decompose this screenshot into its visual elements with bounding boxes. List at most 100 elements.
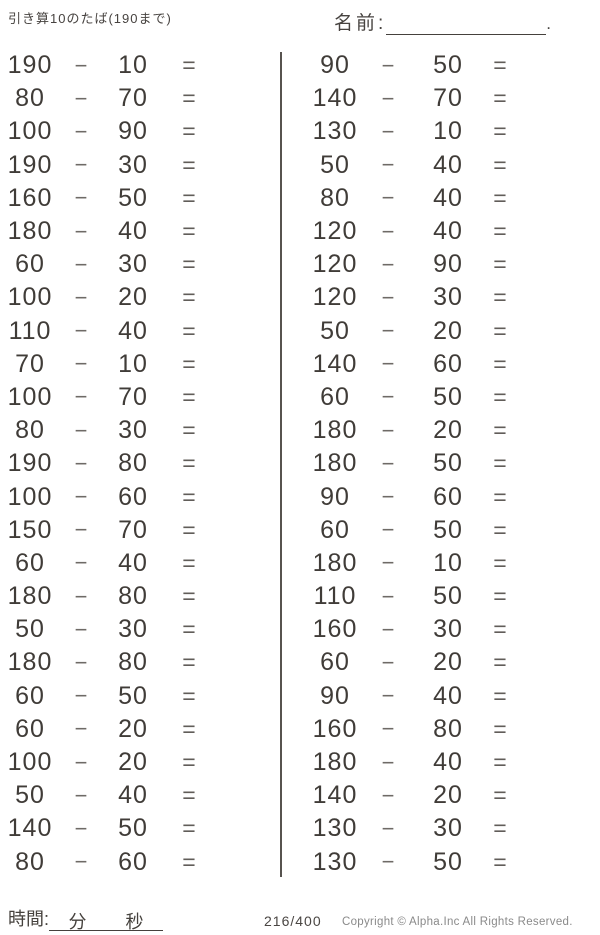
subtrahend: 10 [433, 117, 463, 146]
problems-column-left: 190−10 = 80−70 = 100−90 = 190−30 = 160−50 = 180−40… [0, 49, 280, 879]
equals-sign-icon: = [493, 417, 507, 444]
subtrahend: 60 [433, 482, 463, 511]
minus-sign-icon: − [381, 284, 395, 310]
subtrahend: 40 [118, 781, 148, 810]
minuend: 100 [7, 748, 53, 777]
equals-sign-icon: = [182, 483, 196, 510]
subtrahend: 80 [118, 582, 148, 611]
minuend: 100 [7, 382, 53, 411]
problem-row: 180− 10 = [305, 547, 585, 580]
minuend: 60 [15, 714, 45, 743]
equals-sign-icon: = [182, 52, 196, 79]
minuend: 180 [7, 582, 53, 611]
subtrahend: 60 [433, 349, 463, 378]
problem-row: 180− 50 = [305, 447, 585, 480]
equals-sign-icon: = [182, 417, 196, 444]
equals-sign-icon: = [493, 85, 507, 112]
problem-row: 50 − 40 = [305, 149, 585, 182]
equals-sign-icon: = [182, 782, 196, 809]
problem-row: 160− 50 = [0, 182, 280, 215]
minus-sign-icon: − [381, 185, 395, 211]
minuend: 140 [312, 84, 358, 113]
problem-row: 90 − 40 = [305, 680, 585, 713]
minuend: 80 [320, 183, 350, 212]
subtrahend: 30 [118, 250, 148, 279]
minuend: 50 [15, 615, 45, 644]
minus-sign-icon: − [74, 85, 88, 111]
column-divider [280, 52, 282, 877]
problem-row: 60 − 40 = [0, 547, 280, 580]
equals-sign-icon: = [493, 218, 507, 245]
problem-row: 160− 80 = [305, 713, 585, 746]
minus-sign-icon: − [381, 583, 395, 609]
equals-sign-icon: = [182, 749, 196, 776]
time-underline: 分秒 [49, 908, 164, 932]
subtrahend: 10 [118, 349, 148, 378]
subtrahend: 50 [118, 183, 148, 212]
minuend: 50 [320, 316, 350, 345]
equals-sign-icon: = [182, 350, 196, 377]
subtrahend: 20 [433, 648, 463, 677]
subtrahend: 50 [118, 814, 148, 843]
subtrahend: 40 [433, 217, 463, 246]
problem-row: 60 − 50 = [0, 680, 280, 713]
minus-sign-icon: − [381, 152, 395, 178]
equals-sign-icon: = [182, 848, 196, 875]
subtrahend: 20 [118, 748, 148, 777]
minus-sign-icon: − [74, 616, 88, 642]
subtrahend: 20 [118, 714, 148, 743]
subtrahend: 60 [118, 847, 148, 876]
problem-row: 190− 10 = [0, 49, 280, 82]
minutes-label: 分 [68, 912, 87, 932]
problem-row: 60 − 30 = [0, 248, 280, 281]
minus-sign-icon: − [381, 550, 395, 576]
subtrahend: 30 [118, 416, 148, 445]
subtrahend: 40 [433, 150, 463, 179]
minus-sign-icon: − [381, 251, 395, 277]
problem-row: 190− 80 = [0, 447, 280, 480]
equals-sign-icon: = [182, 118, 196, 145]
minuend: 120 [312, 283, 358, 312]
subtrahend: 20 [433, 316, 463, 345]
minus-sign-icon: − [74, 649, 88, 675]
minus-sign-icon: − [381, 782, 395, 808]
copyright-notice: Copyright © Alpha.Inc All Rights Reserve… [342, 916, 573, 928]
minuend: 70 [15, 349, 45, 378]
page-number: 216/400 [264, 913, 322, 929]
minuend: 180 [312, 416, 358, 445]
problem-row: 130− 30 = [305, 812, 585, 845]
minuend: 60 [15, 681, 45, 710]
minuend: 180 [7, 648, 53, 677]
equals-sign-icon: = [493, 815, 507, 842]
minus-sign-icon: − [74, 351, 88, 377]
equals-sign-icon: = [493, 616, 507, 643]
name-line-period: . [546, 14, 552, 33]
problem-row: 50 − 20 = [305, 315, 585, 348]
minus-sign-icon: − [381, 517, 395, 543]
subtrahend: 10 [118, 51, 148, 80]
subtrahend: 70 [118, 84, 148, 113]
minuend: 110 [313, 582, 357, 611]
problem-row: 60 − 50 = [305, 381, 585, 414]
minuend: 100 [7, 482, 53, 511]
problem-row: 120− 30 = [305, 281, 585, 314]
problem-row: 110− 40 = [0, 315, 280, 348]
equals-sign-icon: = [182, 583, 196, 610]
problem-row: 60 − 20 = [305, 646, 585, 679]
minus-sign-icon: − [381, 649, 395, 675]
equals-sign-icon: = [182, 715, 196, 742]
subtrahend: 20 [118, 283, 148, 312]
minus-sign-icon: − [74, 716, 88, 742]
minuend: 100 [7, 283, 53, 312]
problem-row: 50 − 30 = [0, 613, 280, 646]
minuend: 100 [7, 117, 53, 146]
minuend: 160 [312, 714, 358, 743]
equals-sign-icon: = [493, 52, 507, 79]
subtrahend: 50 [433, 515, 463, 544]
equals-sign-icon: = [182, 284, 196, 311]
problem-row: 180− 20 = [305, 414, 585, 447]
equals-sign-icon: = [493, 450, 507, 477]
problem-row: 50 − 40 = [0, 779, 280, 812]
problem-row: 120− 90 = [305, 248, 585, 281]
